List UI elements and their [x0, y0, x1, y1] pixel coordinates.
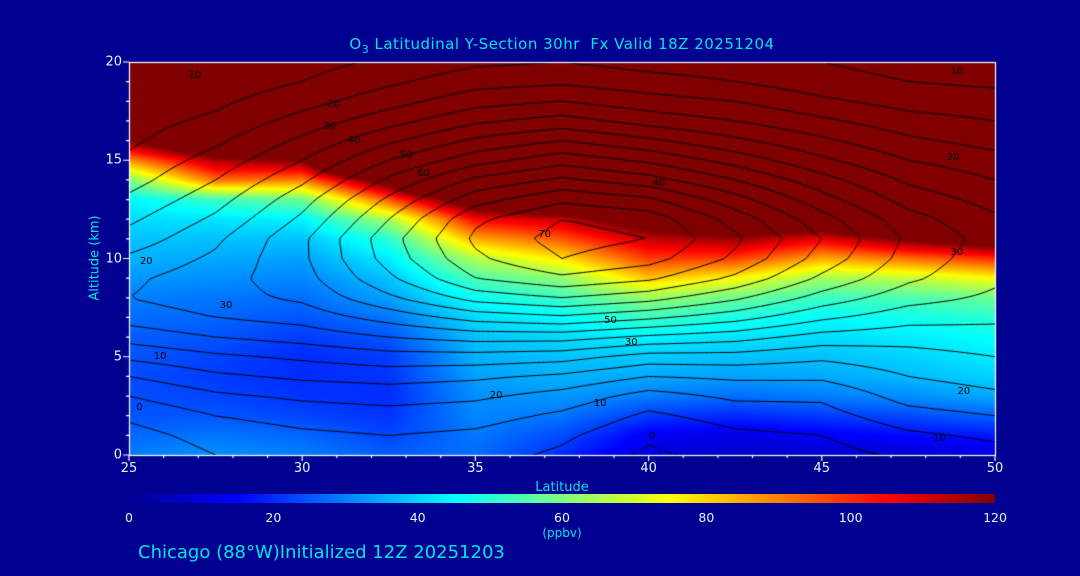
colorbar-tick-label: 40: [409, 510, 426, 525]
title-text: Latitudinal Y-Section 30hr Fx Valid 18Z …: [369, 35, 775, 53]
contour-label: 20: [957, 386, 971, 398]
contour-label: 10: [153, 350, 167, 362]
x-tick-label: 35: [467, 461, 484, 476]
x-tick-label: 40: [640, 461, 657, 476]
contour-label: 60: [417, 168, 430, 179]
footer-annotation: Chicago (88°W)Initialized 12Z 20251203: [138, 542, 505, 563]
colorbar-tick-label: 120: [983, 510, 1007, 525]
x-tick-label: 25: [120, 461, 138, 476]
contour-label: 20: [139, 256, 153, 268]
x-tick-label: 30: [293, 461, 311, 476]
contour-label: 30: [219, 299, 233, 311]
x-tick-label: 50: [986, 461, 1004, 476]
y-tick-label: 20: [105, 54, 122, 70]
colorbar-tick-label: 0: [125, 510, 133, 525]
contour-label: 70: [538, 228, 552, 240]
contour-label: 20: [489, 390, 503, 402]
contour-label: 40: [347, 134, 361, 146]
contour-label: 10: [188, 69, 202, 81]
contour-label: 10: [950, 65, 964, 77]
colorbar-units-label: (ppbv): [542, 526, 582, 540]
colorbar-gradient: [129, 494, 995, 503]
contour-label: 10: [933, 433, 946, 445]
y-tick-label: 15: [105, 152, 122, 168]
colorbar-tick-label: 60: [554, 510, 570, 525]
contour-label: 30: [950, 246, 964, 258]
y-tick-label: 5: [113, 349, 122, 365]
x-axis-label: Latitude: [535, 480, 589, 495]
y-tick-label: 0: [113, 447, 122, 463]
contour-label: 30: [323, 120, 337, 132]
y-tick-label: 10: [105, 251, 122, 266]
x-tick-label: 45: [813, 461, 831, 476]
contour-label: 30: [624, 336, 638, 348]
plot-title: O3 Latitudinal Y-Section 30hr Fx Valid 1…: [129, 35, 995, 56]
colorbar-tick-label: 20: [265, 510, 282, 525]
contour-label: 50: [399, 150, 413, 162]
contour-label: 40: [652, 177, 666, 189]
title-species-subscript: 3: [361, 43, 370, 56]
contour-label: 50: [604, 315, 617, 327]
contour-label: 20: [327, 99, 340, 111]
contour-label: 10: [593, 397, 607, 409]
title-species: O: [349, 35, 362, 53]
contour-label: 0: [136, 401, 143, 413]
contour-label: 20: [947, 152, 960, 164]
contour-label: 0: [648, 431, 656, 443]
colorbar-tick-label: 100: [838, 510, 863, 525]
colorbar-tick-label: 80: [698, 510, 715, 525]
